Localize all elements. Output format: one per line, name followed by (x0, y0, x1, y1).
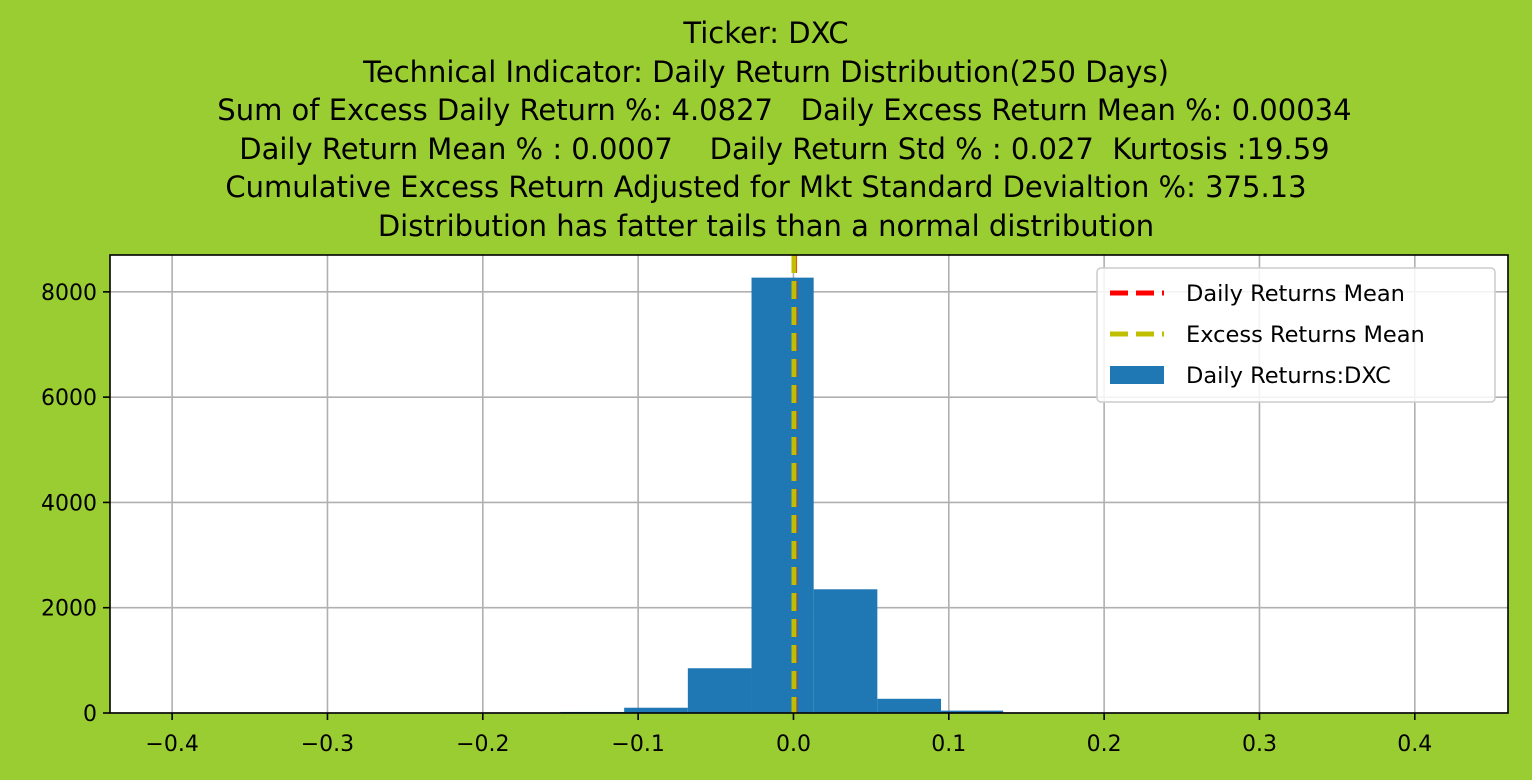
plot-frame (109, 254, 1509, 714)
legend: Daily Returns Mean Excess Returns Mean D… (1096, 267, 1496, 403)
histogram-bar-2 (687, 668, 752, 713)
axis-ticks: −0.4 −0.3 −0.2 −0.1 0.0 0.1 0.2 0.3 0.4 0 2000 4000… (41, 281, 1432, 757)
legend-label-excess-mean: Excess Returns Mean (1186, 322, 1425, 348)
legend-box (1096, 267, 1496, 403)
x-tick-label-6: 0.2 (1087, 732, 1122, 757)
x-tick-label-0: −0.4 (145, 732, 198, 757)
legend-label-daily-returns: Daily Returns:DXC (1186, 363, 1391, 389)
y-tick-label-3: 6000 (41, 386, 97, 411)
title-line-ticker: Ticker: DXC (683, 16, 849, 50)
y-tick-label-0: 0 (83, 702, 97, 727)
title-line-mean-std: Daily Return Mean % : 0.0007 Daily Retur… (202, 131, 1330, 166)
y-tick-label-4: 8000 (41, 281, 97, 306)
legend-swatch-daily-returns (1110, 366, 1164, 384)
title-line-tails: Distribution has fatter tails than a nor… (377, 208, 1155, 243)
histogram-bars (560, 277, 1004, 713)
title-line-excess-sum: Sum of Excess Daily Return %: 4.0827 Dai… (180, 93, 1352, 127)
title-line-indicator: Technical Indicator: Daily Return Distri… (363, 54, 1169, 89)
y-tick-label-2: 4000 (41, 491, 97, 516)
title-line-cumulative: Cumulative Excess Return Adjusted for Mk… (225, 170, 1307, 204)
x-tick-label-2: −0.2 (456, 732, 509, 757)
legend-label-daily-mean: Daily Returns Mean (1186, 281, 1405, 307)
histogram-bar-4 (813, 589, 878, 713)
x-tick-label-8: 0.4 (1397, 732, 1432, 757)
histogram-bar-6 (941, 710, 1004, 713)
mean-lines (791, 255, 798, 713)
x-tick-label-1: −0.3 (301, 732, 354, 757)
x-tick-label-3: −0.1 (611, 732, 664, 757)
histogram-bar-3 (751, 277, 814, 713)
chart-title: Ticker: DXC Technical Indicator: Daily R… (0, 14, 1532, 245)
x-tick-label-7: 0.3 (1242, 732, 1277, 757)
histogram-bar-5 (877, 698, 942, 713)
x-tick-label-4: 0.0 (776, 732, 811, 757)
y-tick-label-1: 2000 (41, 597, 97, 622)
histogram-bar-1 (624, 707, 688, 713)
x-tick-label-5: 0.1 (931, 732, 966, 757)
